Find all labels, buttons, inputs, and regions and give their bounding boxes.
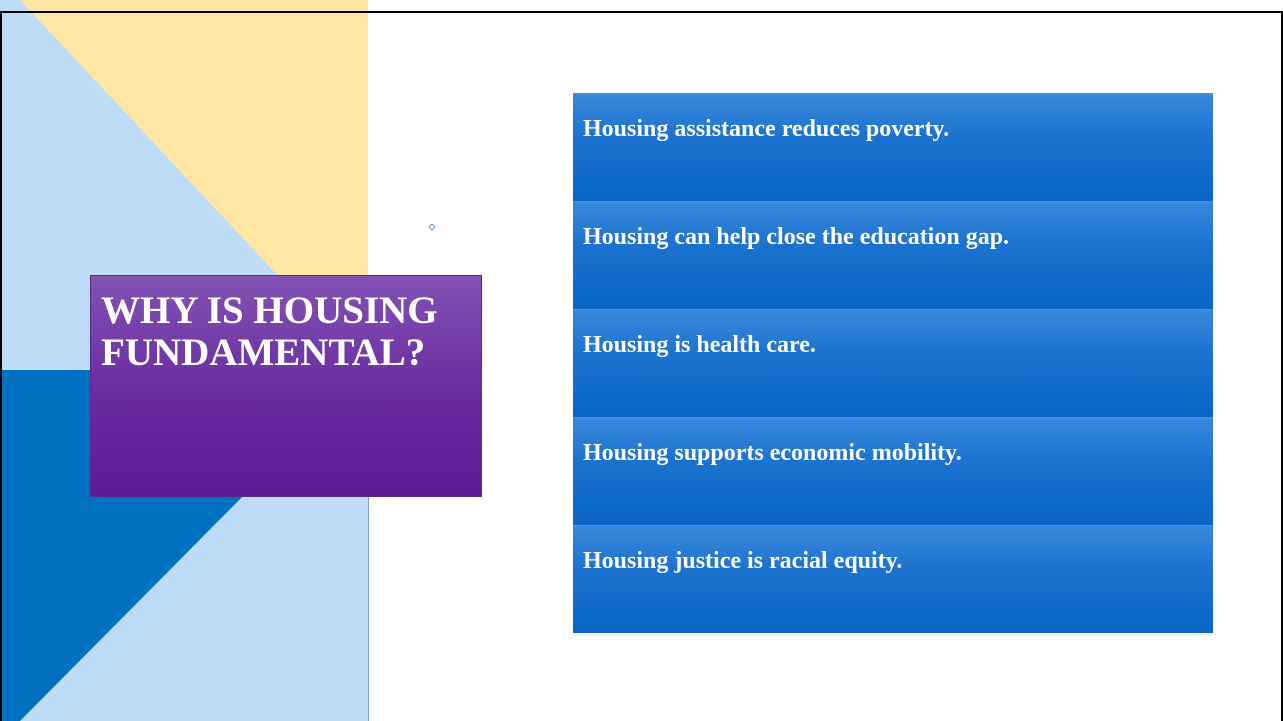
item: Housing assistance reduces poverty.: [573, 93, 1213, 201]
title-box: WHY IS HOUSING FUNDAMENTAL?: [90, 275, 482, 497]
dot: [429, 224, 435, 230]
title: WHY IS HOUSING FUNDAMENTAL?: [101, 289, 438, 374]
item: Housing is health care.: [573, 309, 1213, 417]
item: Housing justice is racial equity.: [573, 525, 1213, 633]
item: Housing supports economic mobility.: [573, 417, 1213, 525]
item: Housing can help close the education gap…: [573, 201, 1213, 309]
item-list: Housing assistance reduces poverty. Housi…: [573, 93, 1213, 633]
